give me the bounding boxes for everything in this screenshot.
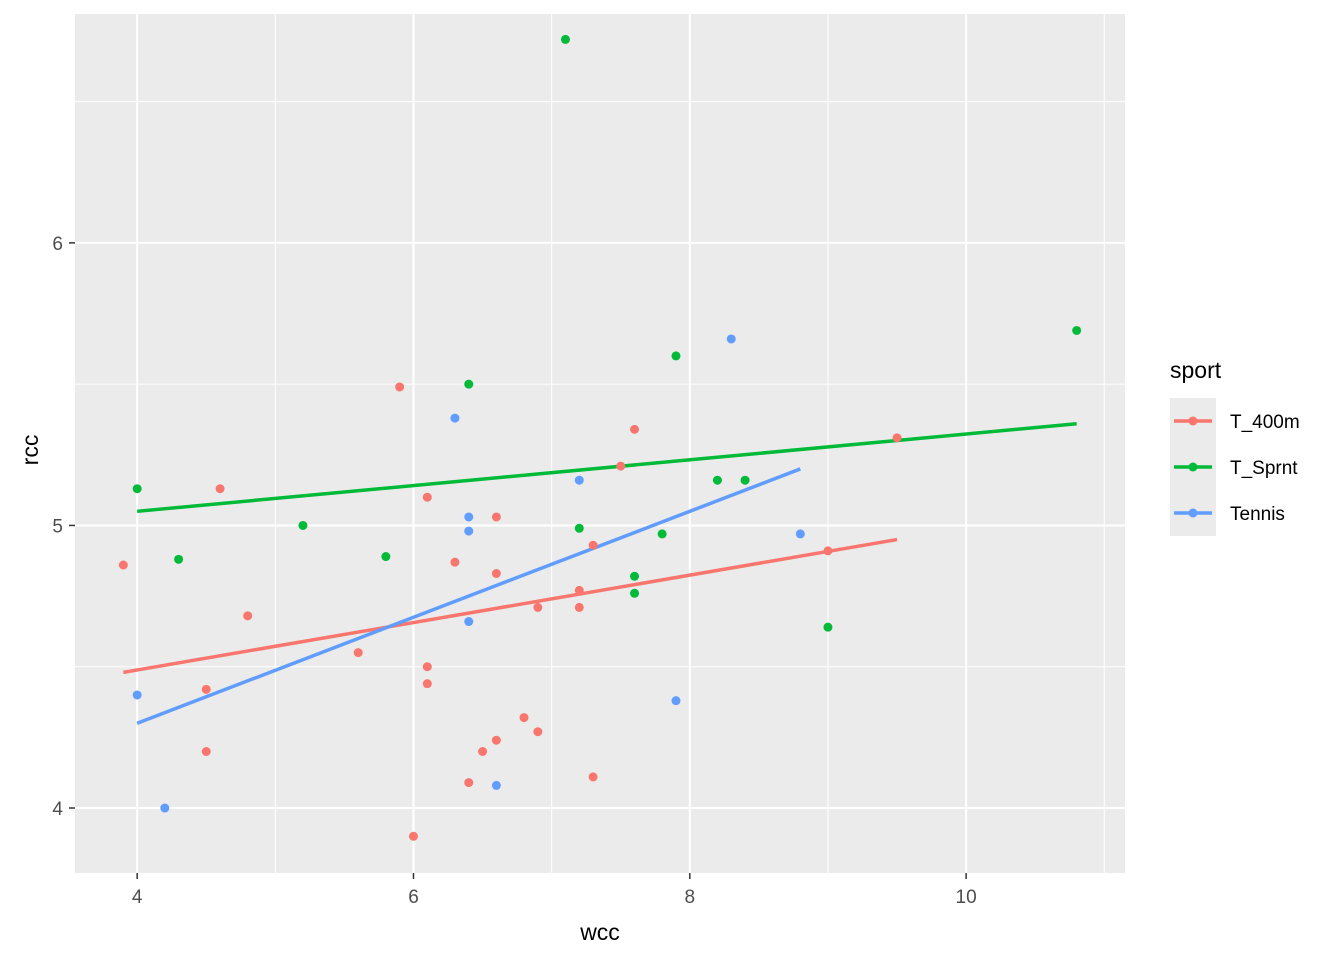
point-T_Sprnt [560, 34, 570, 44]
point-T_400m [422, 662, 432, 672]
point-Tennis [574, 475, 584, 485]
point-T_400m [892, 433, 902, 443]
point-T_400m [491, 568, 501, 578]
point-Tennis [450, 413, 460, 423]
point-T_Sprnt [657, 529, 667, 539]
point-T_Sprnt [381, 552, 391, 562]
x-tick-label: 4 [132, 887, 143, 908]
y-tick-label: 5 [52, 516, 63, 537]
legend: sport T_400m T_Sprnt Tennis [1170, 357, 1300, 536]
point-T_Sprnt [671, 351, 681, 361]
point-T_400m [823, 546, 833, 556]
point-T_Sprnt [1072, 325, 1082, 335]
point-T_400m [533, 602, 543, 612]
data-points [118, 34, 1082, 841]
legend-point-Tennis [1188, 508, 1198, 518]
point-T_Sprnt [298, 520, 308, 530]
point-T_400m [201, 746, 211, 756]
point-T_Sprnt [740, 475, 750, 485]
point-Tennis [464, 512, 474, 522]
x-tick-label: 8 [685, 887, 696, 908]
point-T_400m [243, 611, 253, 621]
point-T_400m [450, 557, 460, 567]
y-axis-title: rcc [17, 435, 43, 466]
point-T_400m [422, 679, 432, 689]
point-Tennis [491, 780, 501, 790]
point-Tennis [795, 529, 805, 539]
point-T_Sprnt [132, 484, 142, 494]
fit-lines [123, 421, 1077, 725]
point-T_400m [491, 735, 501, 745]
panel-background [75, 14, 1125, 873]
point-T_400m [533, 727, 543, 737]
x-axis-title: wcc [579, 919, 620, 945]
point-Tennis [464, 617, 474, 627]
point-T_400m [616, 461, 626, 471]
y-tick-label: 4 [52, 799, 63, 820]
point-T_400m [201, 684, 211, 694]
grid-lines [75, 14, 1125, 873]
point-Tennis [671, 696, 681, 706]
point-T_400m [588, 540, 598, 550]
plot-panel [75, 14, 1125, 873]
point-T_400m [574, 602, 584, 612]
point-T_Sprnt [174, 554, 184, 564]
fit-line-T_Sprnt [137, 421, 1077, 514]
point-T_Sprnt [823, 622, 833, 632]
legend-title: sport [1170, 357, 1222, 383]
point-T_400m [464, 778, 474, 788]
legend-label-T_400m: T_400m [1230, 412, 1300, 433]
axes: 4 6 8 10 4 5 6 [52, 234, 976, 908]
fit-line-Tennis [136, 467, 801, 725]
x-tick-label: 6 [408, 887, 419, 908]
point-Tennis [160, 803, 170, 813]
fit-line-T_400m [123, 537, 898, 675]
point-T_400m [630, 424, 640, 434]
point-T_400m [215, 484, 225, 494]
point-T_400m [353, 648, 363, 658]
point-T_400m [519, 713, 529, 723]
y-tick-label: 6 [52, 234, 63, 255]
point-T_Sprnt [464, 379, 474, 389]
legend-label-Tennis: Tennis [1230, 504, 1285, 525]
point-Tennis [464, 526, 474, 536]
point-T_400m [395, 382, 405, 392]
point-T_400m [491, 512, 501, 522]
legend-label-T_Sprnt: T_Sprnt [1230, 458, 1298, 479]
point-T_400m [118, 560, 128, 570]
point-T_Sprnt [574, 523, 584, 533]
point-T_Sprnt [630, 588, 640, 598]
point-T_400m [408, 831, 418, 841]
x-tick-label: 10 [956, 887, 977, 908]
point-T_400m [588, 772, 598, 782]
legend-point-T_Sprnt [1188, 462, 1198, 472]
point-T_Sprnt [630, 571, 640, 581]
point-T_Sprnt [712, 475, 722, 485]
legend-point-T_400m [1188, 416, 1198, 426]
point-T_400m [574, 585, 584, 595]
point-T_400m [478, 746, 488, 756]
point-Tennis [132, 690, 142, 700]
point-T_400m [422, 492, 432, 502]
point-Tennis [726, 334, 736, 344]
